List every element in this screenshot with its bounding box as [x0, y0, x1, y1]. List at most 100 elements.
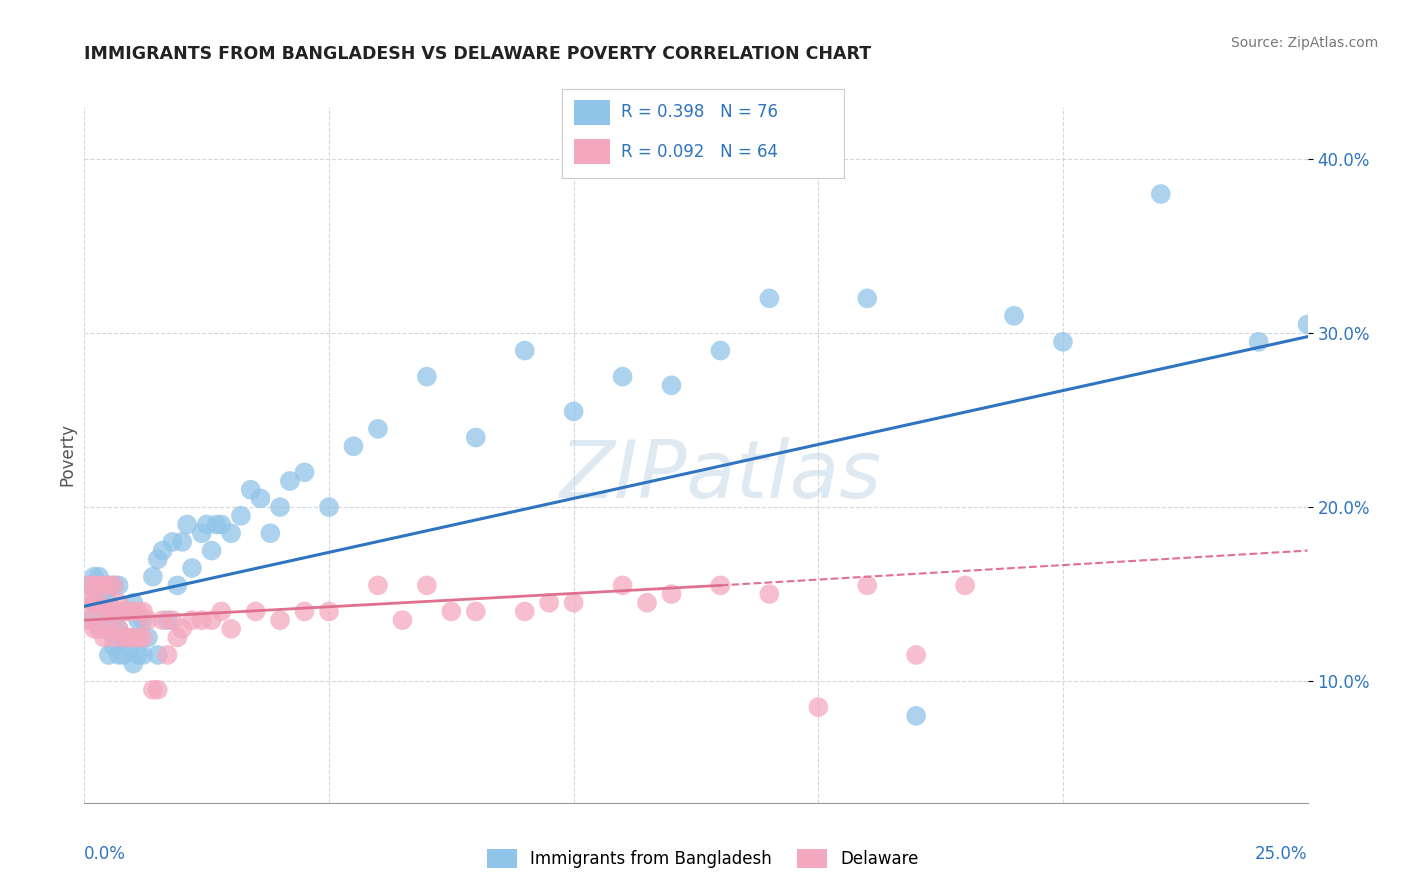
Point: [612, 369, 634, 384]
Point: [112, 631, 135, 645]
Point: [142, 569, 165, 583]
Point: [97, 622, 120, 636]
Point: [636, 596, 658, 610]
Point: [122, 631, 145, 645]
Point: [562, 596, 585, 610]
Point: [103, 605, 125, 619]
Point: [112, 605, 135, 619]
Point: [205, 517, 228, 532]
Point: [172, 534, 194, 549]
Point: [538, 596, 561, 610]
Point: [107, 622, 129, 636]
Point: [77, 578, 100, 592]
Point: [156, 613, 179, 627]
Point: [97, 605, 120, 619]
Point: [856, 578, 879, 592]
Point: [905, 648, 928, 662]
Point: [83, 596, 105, 610]
Point: [127, 648, 149, 662]
Point: [152, 613, 174, 627]
Text: 25.0%: 25.0%: [1256, 845, 1308, 863]
Point: [294, 466, 316, 480]
Text: Source: ZipAtlas.com: Source: ZipAtlas.com: [1230, 36, 1378, 50]
Point: [87, 578, 110, 592]
Point: [122, 596, 145, 610]
Point: [122, 631, 145, 645]
Point: [229, 508, 252, 523]
Point: [391, 613, 413, 627]
Text: R = 0.092   N = 64: R = 0.092 N = 64: [621, 143, 779, 161]
Bar: [574, 139, 610, 164]
Point: [807, 700, 830, 714]
Point: [103, 631, 125, 645]
Point: [269, 613, 291, 627]
Point: [209, 605, 232, 619]
Point: [440, 605, 463, 619]
Point: [127, 605, 149, 619]
Point: [953, 578, 976, 592]
Point: [87, 596, 110, 610]
Text: 0.0%: 0.0%: [84, 845, 127, 863]
Point: [1052, 334, 1074, 349]
Point: [127, 631, 149, 645]
Point: [200, 613, 222, 627]
Point: [562, 404, 585, 418]
Point: [87, 622, 110, 636]
Point: [166, 631, 188, 645]
Point: [146, 648, 169, 662]
Point: [93, 605, 115, 619]
Point: [856, 291, 879, 305]
Point: [318, 500, 340, 514]
Point: [77, 613, 100, 627]
Point: [117, 639, 139, 653]
Point: [117, 631, 139, 645]
Point: [97, 648, 120, 662]
Point: [905, 708, 928, 723]
Point: [513, 343, 536, 358]
Point: [112, 648, 135, 662]
Text: R = 0.398   N = 76: R = 0.398 N = 76: [621, 103, 779, 121]
Point: [709, 578, 731, 592]
Point: [132, 631, 155, 645]
Point: [97, 596, 120, 610]
Point: [1002, 309, 1025, 323]
Point: [191, 613, 214, 627]
Point: [97, 622, 120, 636]
Point: [112, 631, 135, 645]
Point: [209, 517, 232, 532]
Point: [93, 605, 115, 619]
Point: [93, 578, 115, 592]
Point: [239, 483, 262, 497]
Point: [342, 439, 364, 453]
Point: [132, 648, 155, 662]
Point: [172, 622, 194, 636]
Point: [245, 605, 267, 619]
Text: ZIPatlas: ZIPatlas: [560, 437, 882, 515]
Point: [758, 291, 780, 305]
Point: [87, 622, 110, 636]
Legend: Immigrants from Bangladesh, Delaware: Immigrants from Bangladesh, Delaware: [481, 842, 925, 875]
Point: [107, 648, 129, 662]
Point: [83, 569, 105, 583]
Point: [318, 605, 340, 619]
Point: [77, 596, 100, 610]
Point: [513, 605, 536, 619]
Point: [122, 605, 145, 619]
Point: [464, 430, 486, 444]
Point: [87, 578, 110, 592]
Point: [661, 378, 683, 392]
Point: [97, 578, 120, 592]
Point: [117, 605, 139, 619]
Point: [103, 578, 125, 592]
Point: [367, 578, 389, 592]
Point: [142, 682, 165, 697]
Point: [294, 605, 316, 619]
Point: [136, 613, 159, 627]
Point: [269, 500, 291, 514]
Point: [176, 517, 198, 532]
Point: [219, 622, 242, 636]
Point: [132, 613, 155, 627]
Point: [200, 543, 222, 558]
Point: [191, 526, 214, 541]
Point: [136, 631, 159, 645]
